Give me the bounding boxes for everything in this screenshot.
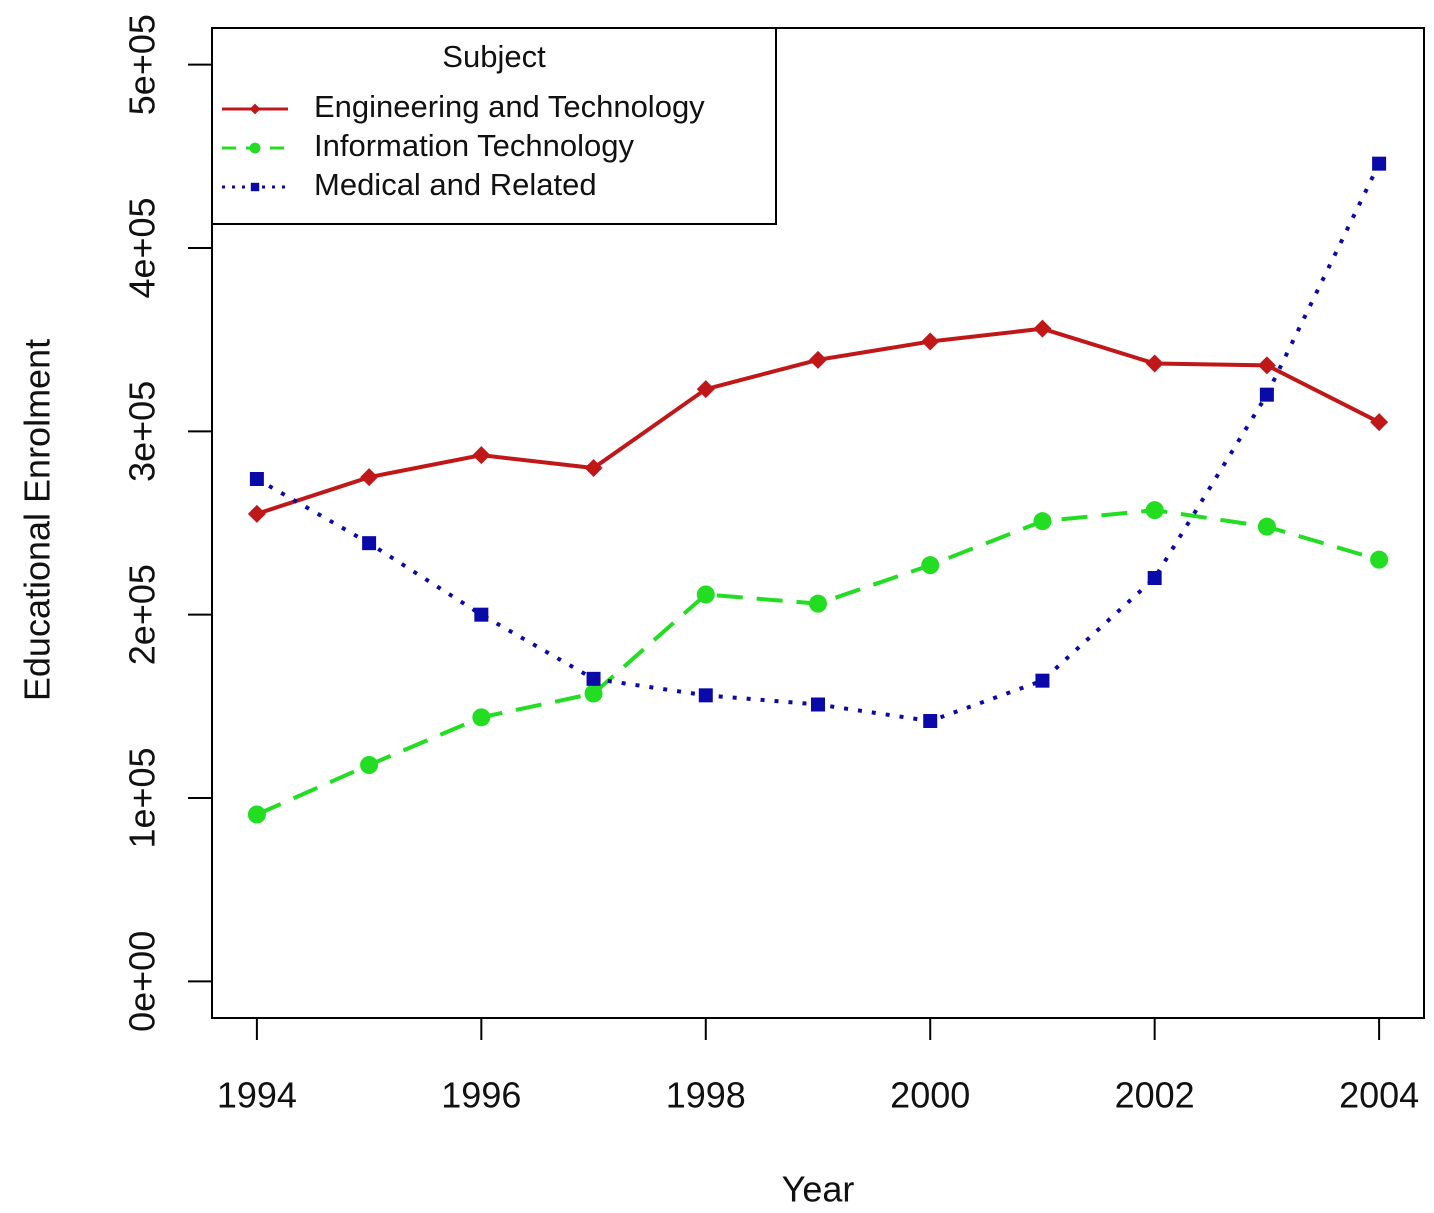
marker (247, 805, 266, 824)
legend-label: Medical and Related (314, 167, 597, 202)
marker (247, 504, 266, 523)
marker (1372, 156, 1387, 171)
y-tick-label: 0e+00 (122, 931, 163, 1032)
marker (472, 708, 491, 727)
legend-label: Engineering and Technology (314, 89, 705, 124)
x-tick-label: 2004 (1339, 1075, 1419, 1116)
marker (1370, 550, 1389, 569)
marker (1147, 571, 1162, 585)
marker (584, 684, 603, 703)
marker (809, 594, 827, 613)
marker (696, 380, 715, 399)
marker (696, 585, 715, 604)
marker (360, 756, 379, 774)
x-tick-label: 1998 (666, 1075, 746, 1116)
x-tick-label: 2002 (1115, 1075, 1195, 1116)
y-tick-label: 1e+05 (122, 747, 163, 848)
marker (586, 671, 601, 686)
series-line (256, 508, 1380, 817)
marker (1035, 673, 1050, 688)
legend-box (211, 27, 777, 225)
marker (1259, 387, 1274, 402)
marker (584, 459, 603, 477)
x-tick-label: 1994 (217, 1075, 297, 1116)
legend-label: Information Technology (314, 128, 634, 163)
marker (1145, 501, 1164, 520)
marker (811, 697, 825, 712)
marker (923, 714, 938, 728)
y-tick-label: 4e+05 (122, 197, 163, 298)
x-tick-label: 1996 (441, 1075, 521, 1116)
marker (362, 536, 377, 551)
x-axis-title: Year (782, 1169, 855, 1210)
marker (249, 103, 261, 115)
x-tick-label: 2000 (890, 1075, 970, 1116)
marker (472, 446, 491, 465)
marker (1257, 517, 1276, 536)
marker (249, 472, 264, 486)
marker (1145, 354, 1164, 373)
marker (698, 688, 713, 703)
marker (474, 607, 489, 622)
marker (360, 468, 379, 487)
y-tick-label: 2e+05 (122, 564, 163, 665)
y-axis-title: Educational Enrolment (17, 339, 58, 701)
legend-title: Subject (442, 39, 546, 74)
y-tick-label: 5e+05 (122, 14, 163, 115)
marker (250, 182, 260, 192)
marker (1033, 512, 1052, 531)
marker (809, 350, 827, 369)
marker (1033, 319, 1052, 338)
marker (249, 142, 261, 154)
marker (1370, 413, 1389, 432)
y-tick-label: 3e+05 (122, 381, 163, 482)
marker (1257, 356, 1276, 375)
marker (921, 556, 940, 575)
marker (921, 332, 940, 351)
series-line (255, 162, 1381, 724)
